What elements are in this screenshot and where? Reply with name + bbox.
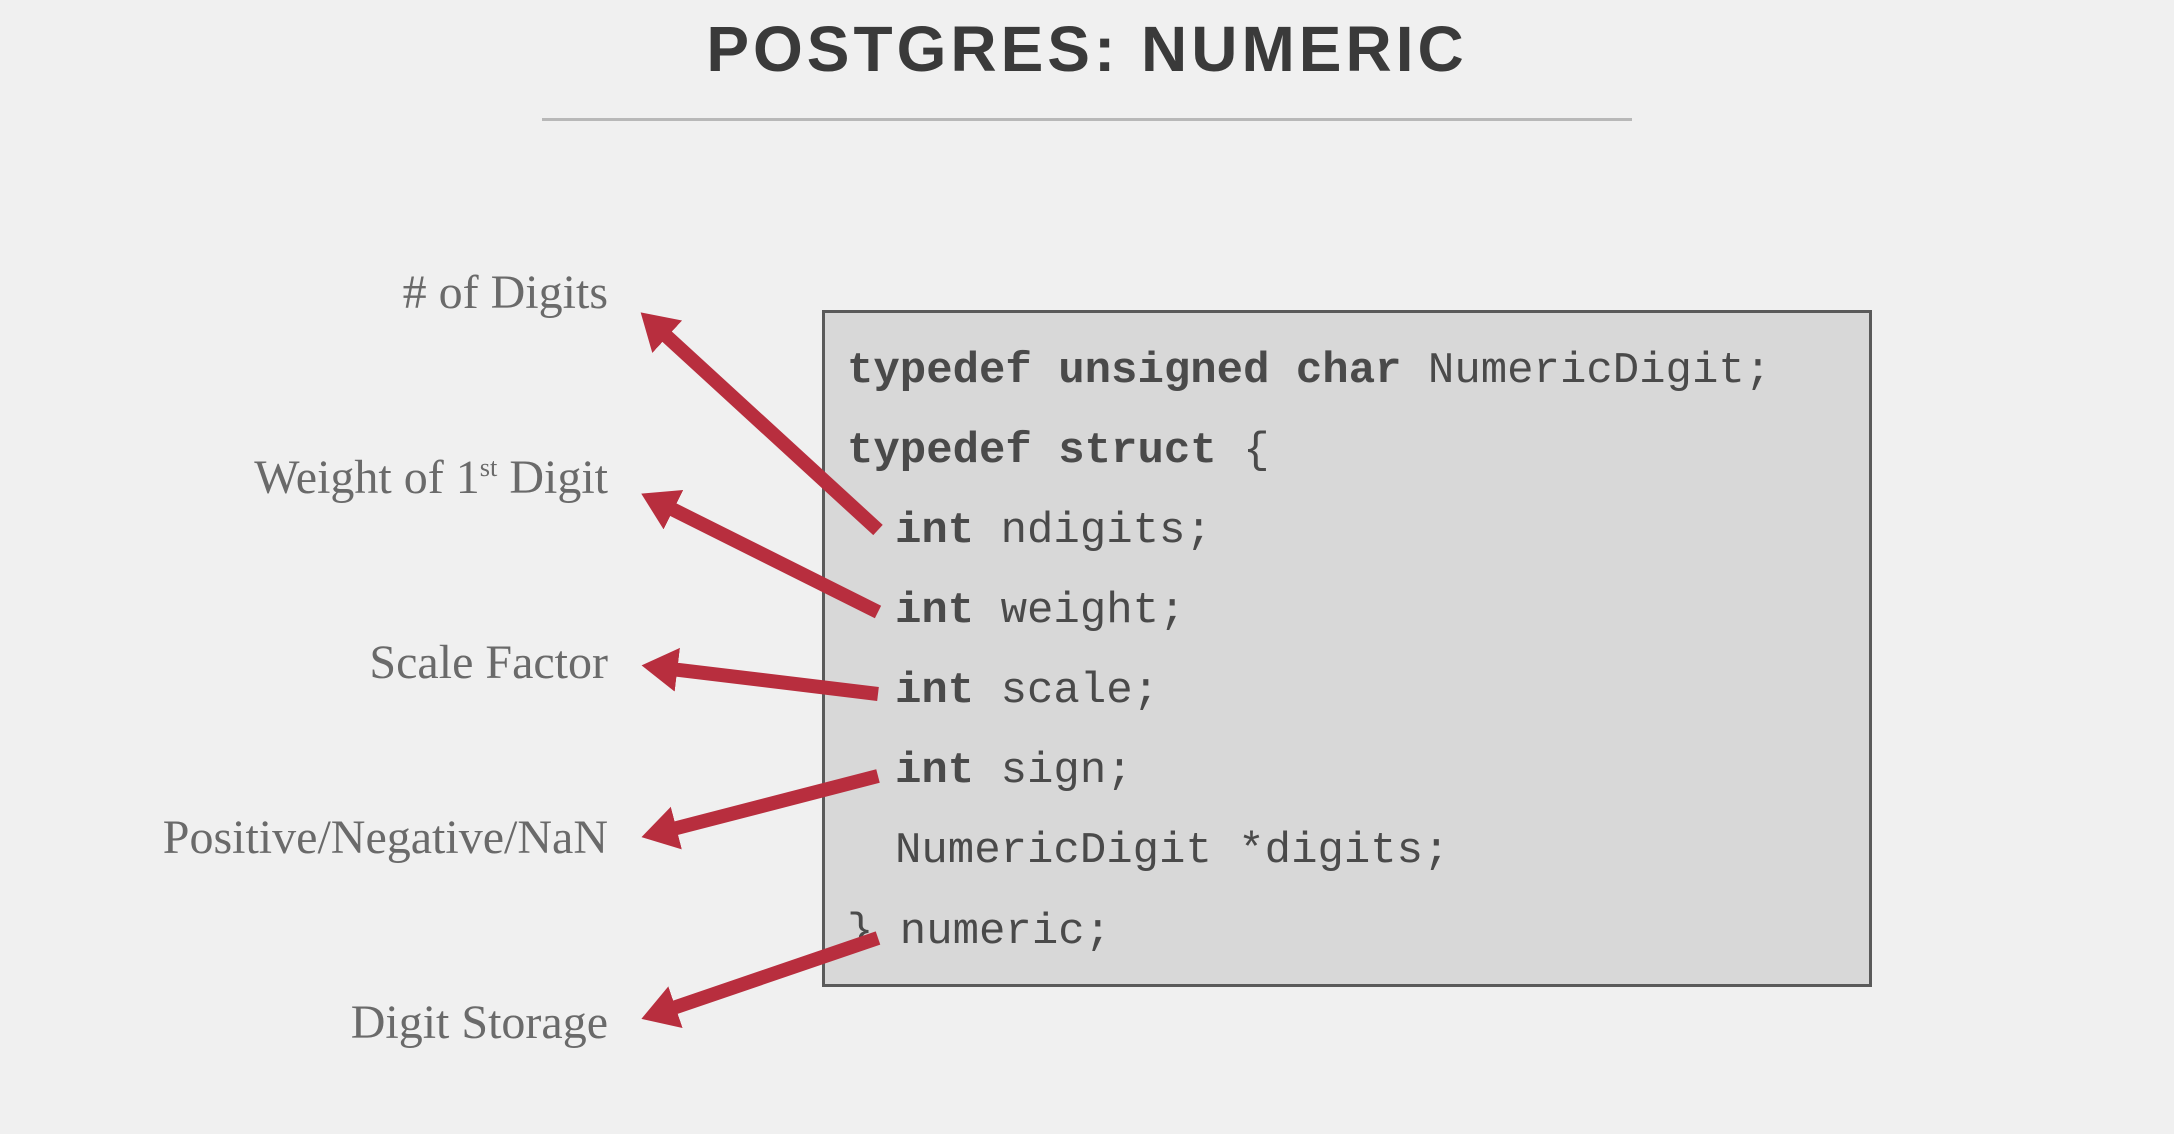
annotation-label-1: Weight of 1st Digit [254,450,608,505]
code-line-3: int weight; [847,571,1849,651]
code-line-1: typedef struct { [847,411,1849,491]
annotation-label-2: Scale Factor [369,635,608,690]
slide-title: POSTGRES: NUMERIC [0,12,2174,86]
title-underline [542,118,1632,121]
code-line-0: typedef unsigned char NumericDigit; [847,331,1849,411]
code-line-7: } numeric; [847,892,1849,972]
annotation-label-3: Positive/Negative/NaN [163,810,608,865]
code-line-6: NumericDigit *digits; [847,811,1849,891]
annotation-label-0: # of Digits [403,265,608,320]
code-line-2: int ndigits; [847,491,1849,571]
code-box: typedef unsigned char NumericDigit;typed… [822,310,1872,987]
code-line-4: int scale; [847,651,1849,731]
code-line-5: int sign; [847,731,1849,811]
annotation-label-4: Digit Storage [351,995,608,1050]
